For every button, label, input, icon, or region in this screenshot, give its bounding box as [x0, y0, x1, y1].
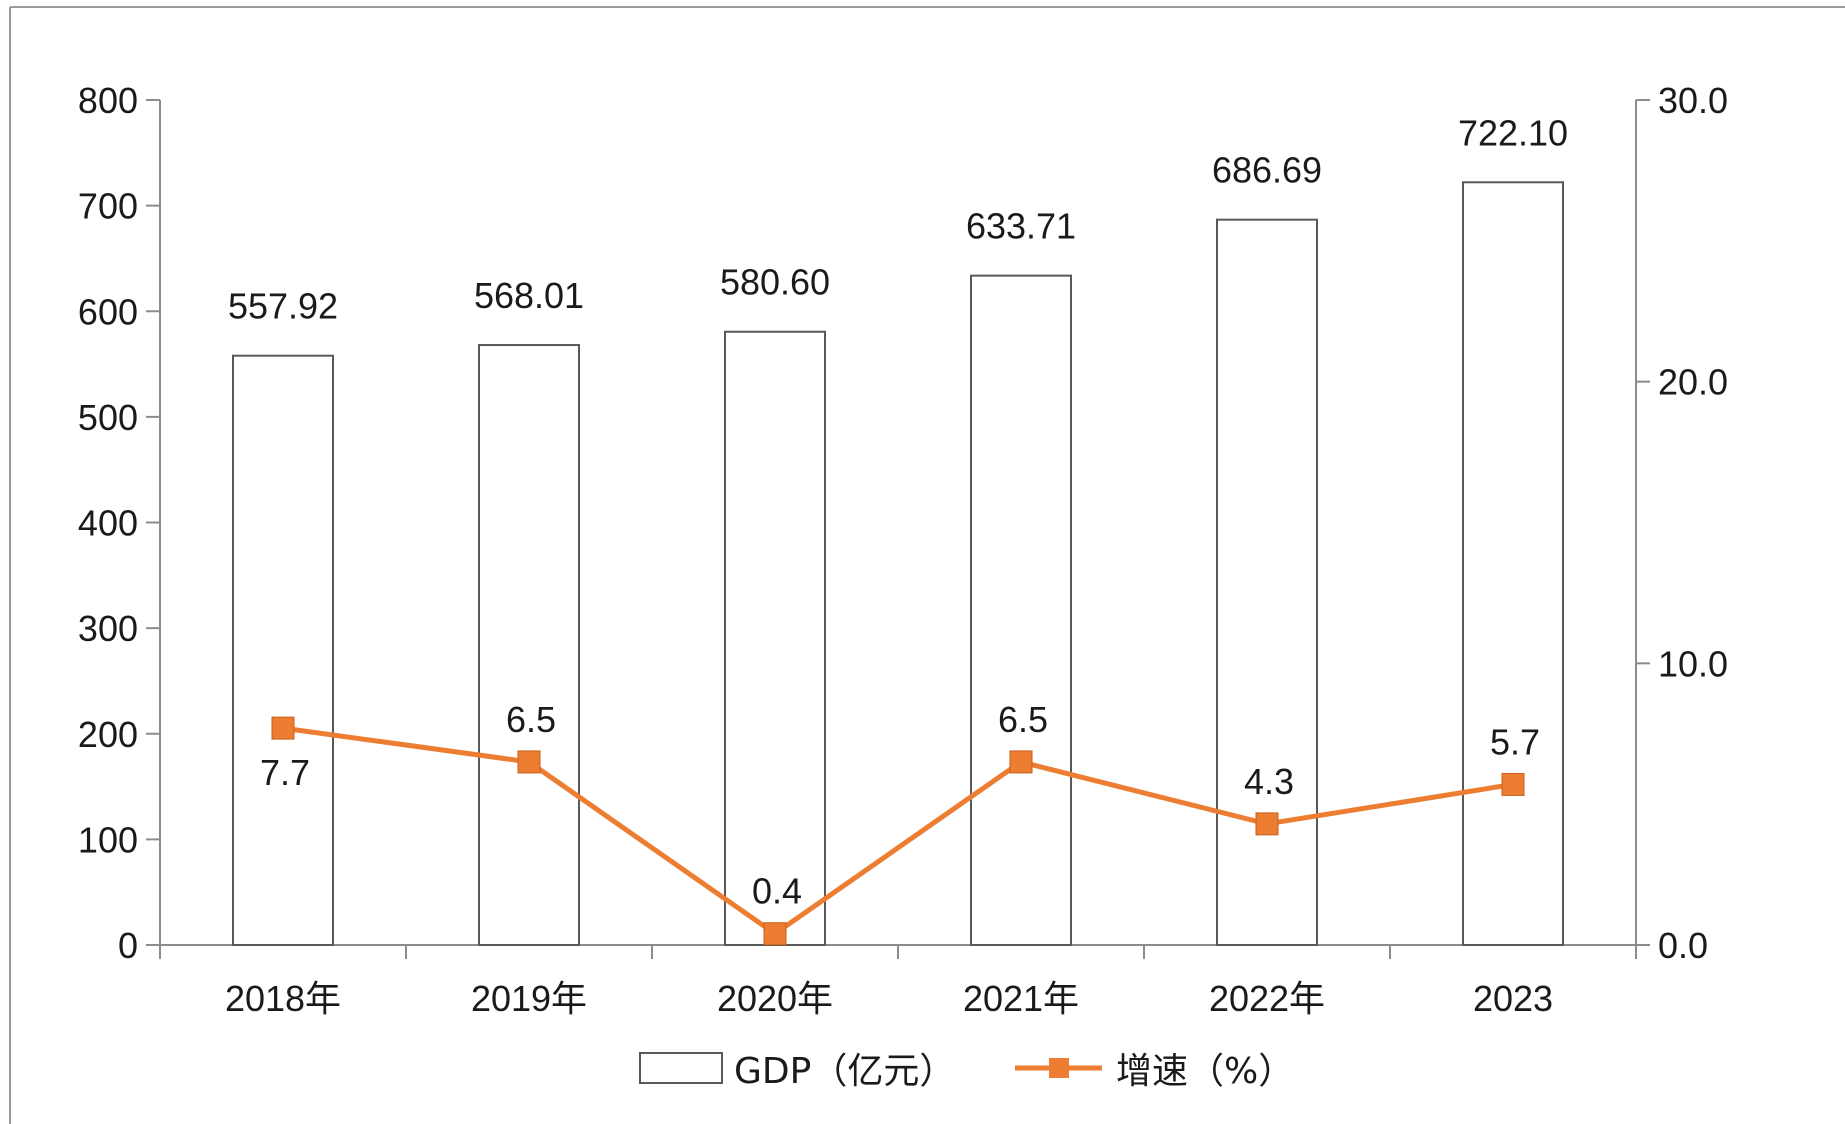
left-tick-label: 400	[78, 503, 138, 544]
left-tick-label: 200	[78, 714, 138, 755]
x-tick-label: 2021年	[963, 978, 1079, 1019]
legend-label-gdp: GDP（亿元）	[734, 1051, 955, 1092]
left-tick-label: 0	[118, 925, 138, 966]
gdp-data-labels: 557.92 568.01 580.60 633.71 686.69 722.10	[228, 112, 1568, 326]
legend-label-growth: 增速（%）	[1116, 1051, 1294, 1092]
x-tick-label: 2022年	[1209, 978, 1325, 1019]
growth-data-labels: 7.7 6.5 0.4 6.5 4.3 5.7	[260, 699, 1540, 912]
left-tick-label: 300	[78, 608, 138, 649]
growth-point-label: 6.5	[998, 699, 1048, 740]
growth-point-marker	[1501, 772, 1525, 796]
growth-point-label: 0.4	[752, 871, 802, 912]
gdp-bar-label: 722.10	[1458, 112, 1568, 153]
growth-point-marker	[763, 922, 787, 946]
right-y-axis: 0.0 10.0 20.0 30.0	[1635, 80, 1728, 966]
left-tick-label: 500	[78, 397, 138, 438]
x-tick-label: 2019年	[471, 978, 587, 1019]
gdp-bars	[232, 181, 1564, 947]
growth-point-label: 4.3	[1244, 761, 1294, 802]
growth-line-path	[282, 725, 1514, 937]
growth-point-marker	[271, 716, 295, 740]
growth-line	[271, 716, 1525, 946]
x-axis: 2018年 2019年 2020年 2021年 2022年 2023	[159, 944, 1637, 1019]
gdp-bar-label: 580.60	[720, 262, 830, 303]
left-tick-label: 800	[78, 80, 138, 121]
x-tick-label: 2023	[1473, 978, 1553, 1019]
gdp-bar-label: 568.01	[474, 275, 584, 316]
growth-point-marker	[1009, 750, 1033, 774]
gdp-bar-label: 633.71	[966, 206, 1076, 247]
left-y-axis: 0 100 200 300 400 500 600 700 800	[78, 80, 161, 966]
right-tick-label: 20.0	[1658, 362, 1728, 403]
x-tick-label: 2020年	[717, 978, 833, 1019]
gdp-bar	[1462, 181, 1564, 947]
gdp-bar-label: 686.69	[1212, 150, 1322, 191]
gdp-bar	[1216, 218, 1318, 946]
left-tick-label: 600	[78, 291, 138, 332]
gdp-bar	[478, 344, 580, 946]
growth-point-label: 6.5	[506, 699, 556, 740]
left-tick-label: 700	[78, 186, 138, 227]
legend: GDP（亿元） 增速（%）	[639, 1051, 1294, 1092]
left-tick-label: 100	[78, 819, 138, 860]
x-tick-label: 2018年	[225, 978, 341, 1019]
gdp-bar	[970, 274, 1072, 946]
right-tick-label: 10.0	[1658, 643, 1728, 684]
growth-point-marker	[517, 750, 541, 774]
right-tick-label: 30.0	[1658, 80, 1728, 121]
right-tick-label: 0.0	[1658, 925, 1708, 966]
gdp-bar	[232, 354, 334, 946]
gdp-bar-label: 557.92	[228, 286, 338, 327]
growth-point-marker	[1255, 812, 1279, 836]
gdp-bar	[724, 330, 826, 946]
growth-point-label: 5.7	[1490, 721, 1540, 762]
legend-swatch-gdp	[639, 1052, 723, 1084]
legend-swatch-growth-marker	[1049, 1058, 1069, 1078]
growth-point-label: 7.7	[260, 752, 310, 793]
